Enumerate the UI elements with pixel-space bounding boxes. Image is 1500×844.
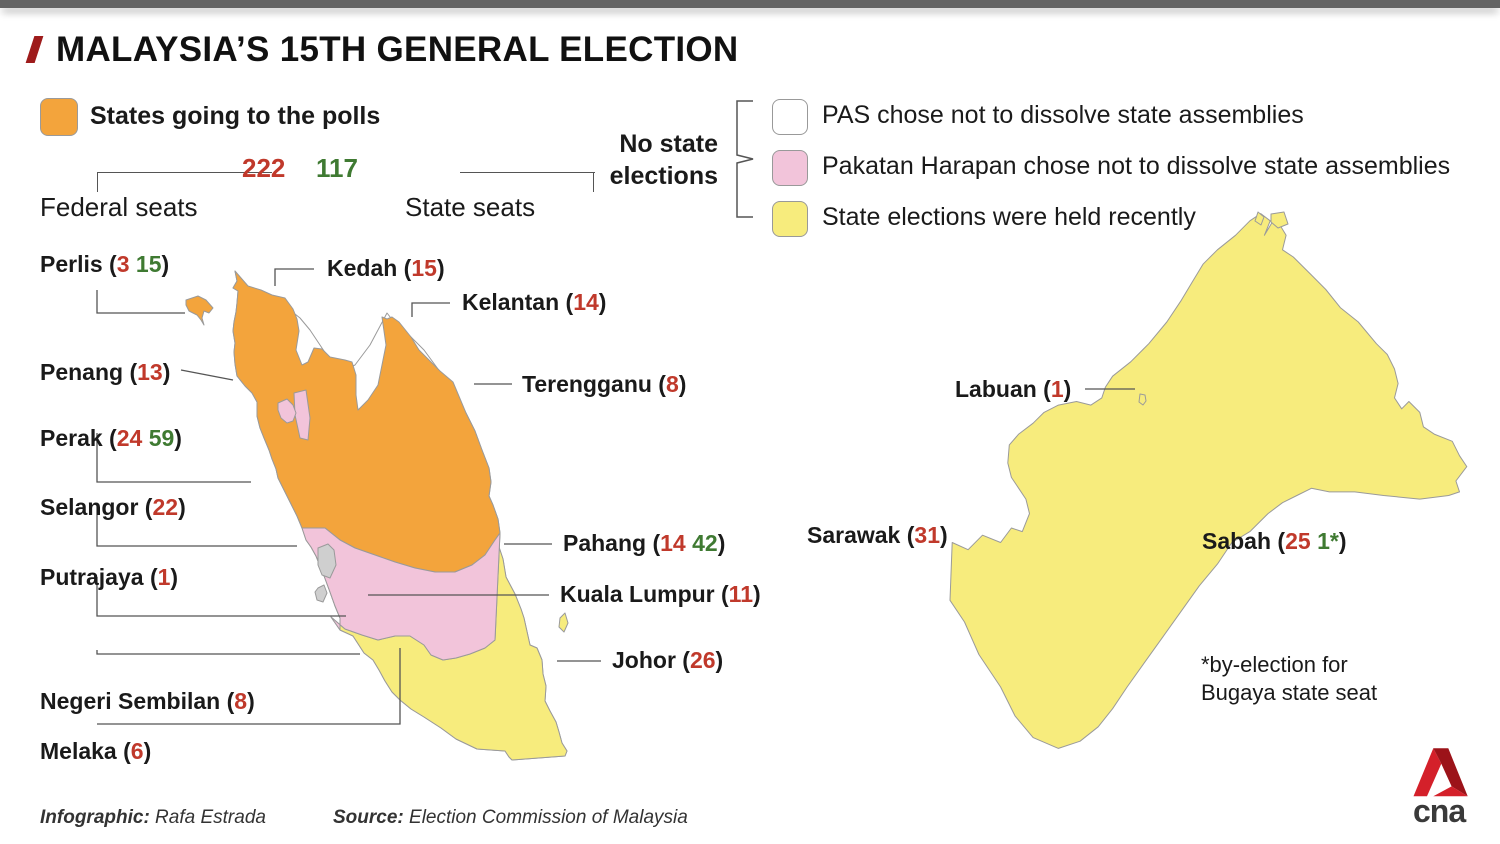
svg-text:Kelantan (14): Kelantan (14) bbox=[462, 289, 606, 315]
svg-text:Selangor (22): Selangor (22) bbox=[40, 494, 186, 520]
svg-text:Terengganu (8): Terengganu (8) bbox=[522, 371, 686, 397]
svg-text:Johor (26): Johor (26) bbox=[612, 647, 723, 673]
svg-text:Perak (24 59): Perak (24 59) bbox=[40, 425, 182, 451]
svg-text:Negeri Sembilan (8): Negeri Sembilan (8) bbox=[40, 688, 255, 714]
svg-text:Sarawak (31): Sarawak (31) bbox=[807, 522, 948, 548]
svg-text:Pahang (14 42): Pahang (14 42) bbox=[563, 530, 725, 556]
svg-text:Penang (13): Penang (13) bbox=[40, 359, 170, 385]
svg-text:Perlis (3 15): Perlis (3 15) bbox=[40, 251, 169, 277]
svg-text:*by-election for: *by-election for bbox=[1201, 652, 1348, 677]
svg-text:Putrajaya (1): Putrajaya (1) bbox=[40, 564, 178, 590]
svg-text:Labuan (1): Labuan (1) bbox=[955, 376, 1071, 402]
svg-text:Kedah (15): Kedah (15) bbox=[327, 255, 445, 281]
svg-text:cna: cna bbox=[1413, 793, 1466, 829]
svg-text:Melaka (6): Melaka (6) bbox=[40, 738, 151, 764]
svg-text:Bugaya state seat: Bugaya state seat bbox=[1201, 680, 1377, 705]
svg-text:Kuala Lumpur (11): Kuala Lumpur (11) bbox=[560, 581, 761, 607]
svg-text:Sabah (25 1*): Sabah (25 1*) bbox=[1202, 528, 1346, 554]
